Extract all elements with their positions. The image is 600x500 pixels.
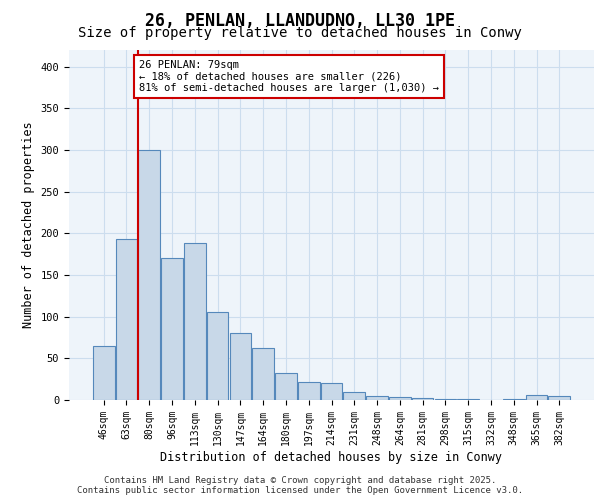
Bar: [207, 312, 229, 400]
Text: Size of property relative to detached houses in Conwy: Size of property relative to detached ho…: [78, 26, 522, 40]
Text: 26 PENLAN: 79sqm
← 18% of detached houses are smaller (226)
81% of semi-detached: 26 PENLAN: 79sqm ← 18% of detached house…: [139, 60, 439, 93]
Text: 26, PENLAN, LLANDUDNO, LL30 1PE: 26, PENLAN, LLANDUDNO, LL30 1PE: [145, 12, 455, 30]
Y-axis label: Number of detached properties: Number of detached properties: [22, 122, 35, 328]
Bar: [298, 382, 320, 400]
Bar: [503, 399, 524, 400]
Bar: [389, 396, 410, 400]
Bar: [434, 399, 456, 400]
Bar: [366, 396, 388, 400]
Bar: [184, 244, 206, 400]
Bar: [412, 398, 433, 400]
Bar: [230, 332, 251, 400]
Bar: [116, 239, 137, 400]
Text: Contains public sector information licensed under the Open Government Licence v3: Contains public sector information licen…: [77, 486, 523, 495]
Bar: [457, 399, 479, 400]
Bar: [343, 392, 365, 400]
Text: Contains HM Land Registry data © Crown copyright and database right 2025.: Contains HM Land Registry data © Crown c…: [104, 476, 496, 485]
Bar: [93, 346, 115, 400]
Bar: [548, 396, 570, 400]
Bar: [253, 348, 274, 400]
Bar: [161, 258, 183, 400]
Bar: [275, 372, 297, 400]
X-axis label: Distribution of detached houses by size in Conwy: Distribution of detached houses by size …: [161, 450, 503, 464]
Bar: [320, 382, 343, 400]
Bar: [526, 395, 547, 400]
Bar: [139, 150, 160, 400]
